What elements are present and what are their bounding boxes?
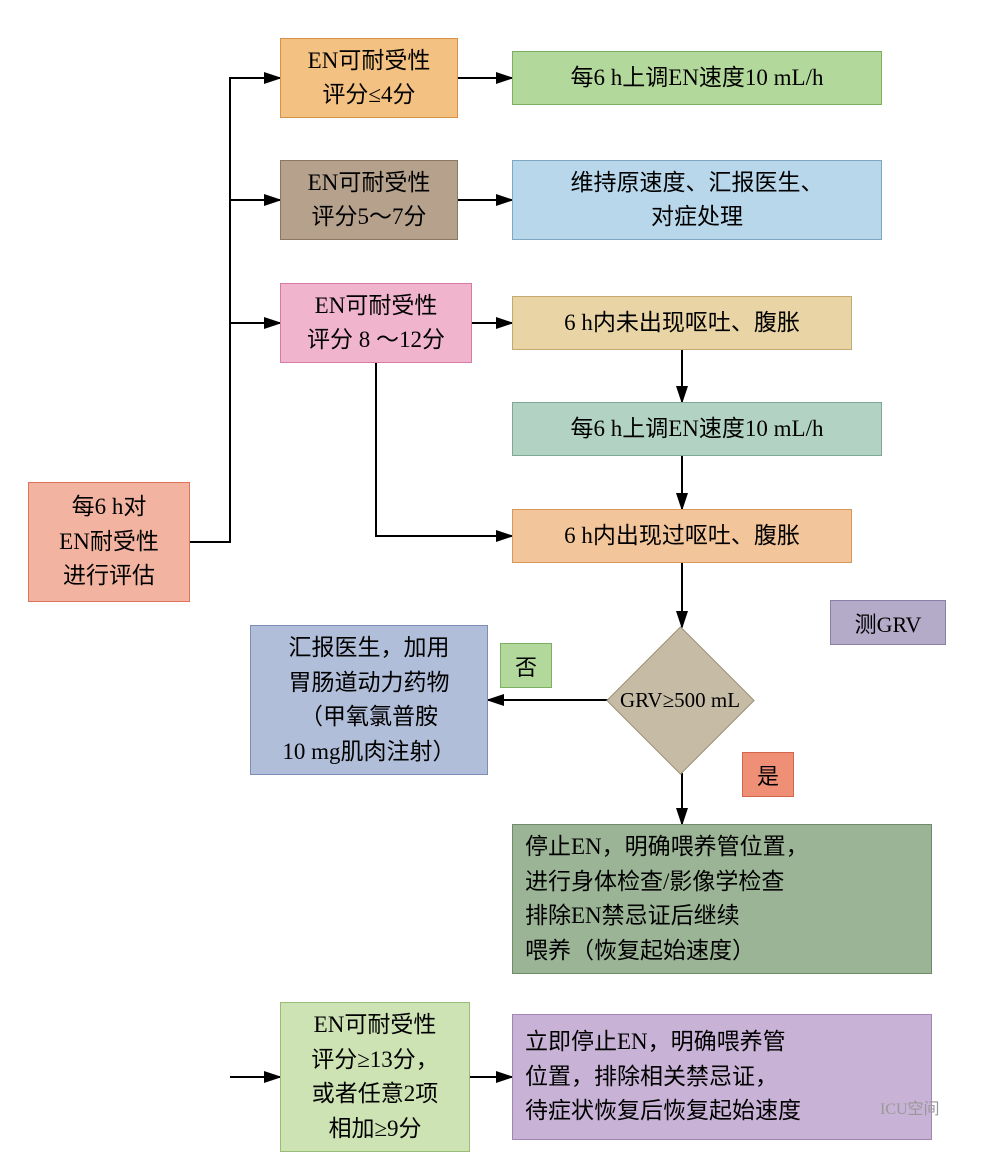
score-ge13-action-node: 立即停止EN，明确喂养管位置，排除相关禁忌证，待症状恢复后恢复起始速度 [512, 1014, 932, 1140]
had-vomit-node: 6 h内出现过呕吐、腹胀 [512, 509, 852, 563]
root-assessment-node: 每6 h对EN耐受性进行评估 [28, 482, 190, 602]
grv-no-action-node: 汇报医生，加用胃肠道动力药物（甲氧氯普胺10 mg肌肉注射） [250, 625, 488, 775]
no-vomit-node: 6 h内未出现呕吐、腹胀 [512, 296, 852, 350]
score-8-12-node: EN可耐受性评分 8 ～12分 [280, 283, 472, 363]
measure-grv-label: 测GRV [830, 600, 946, 645]
increase-rate-node: 每6 h上调EN速度10 mL/h [512, 402, 882, 456]
score-le4-node: EN可耐受性评分≤4分 [280, 38, 458, 118]
footer-watermark: ICU空间 [880, 1095, 940, 1119]
score-5-7-action-node: 维持原速度、汇报医生、对症处理 [512, 160, 882, 240]
score-le4-action-node: 每6 h上调EN速度10 mL/h [512, 51, 882, 105]
grv-decision-diamond [606, 626, 754, 774]
yes-label: 是 [742, 752, 794, 797]
no-label: 否 [500, 643, 552, 688]
grv-yes-action-node: 停止EN，明确喂养管位置，进行身体检查/影像学检查排除EN禁忌证后继续喂养（恢复… [512, 824, 932, 974]
score-5-7-node: EN可耐受性评分5～7分 [280, 160, 458, 240]
